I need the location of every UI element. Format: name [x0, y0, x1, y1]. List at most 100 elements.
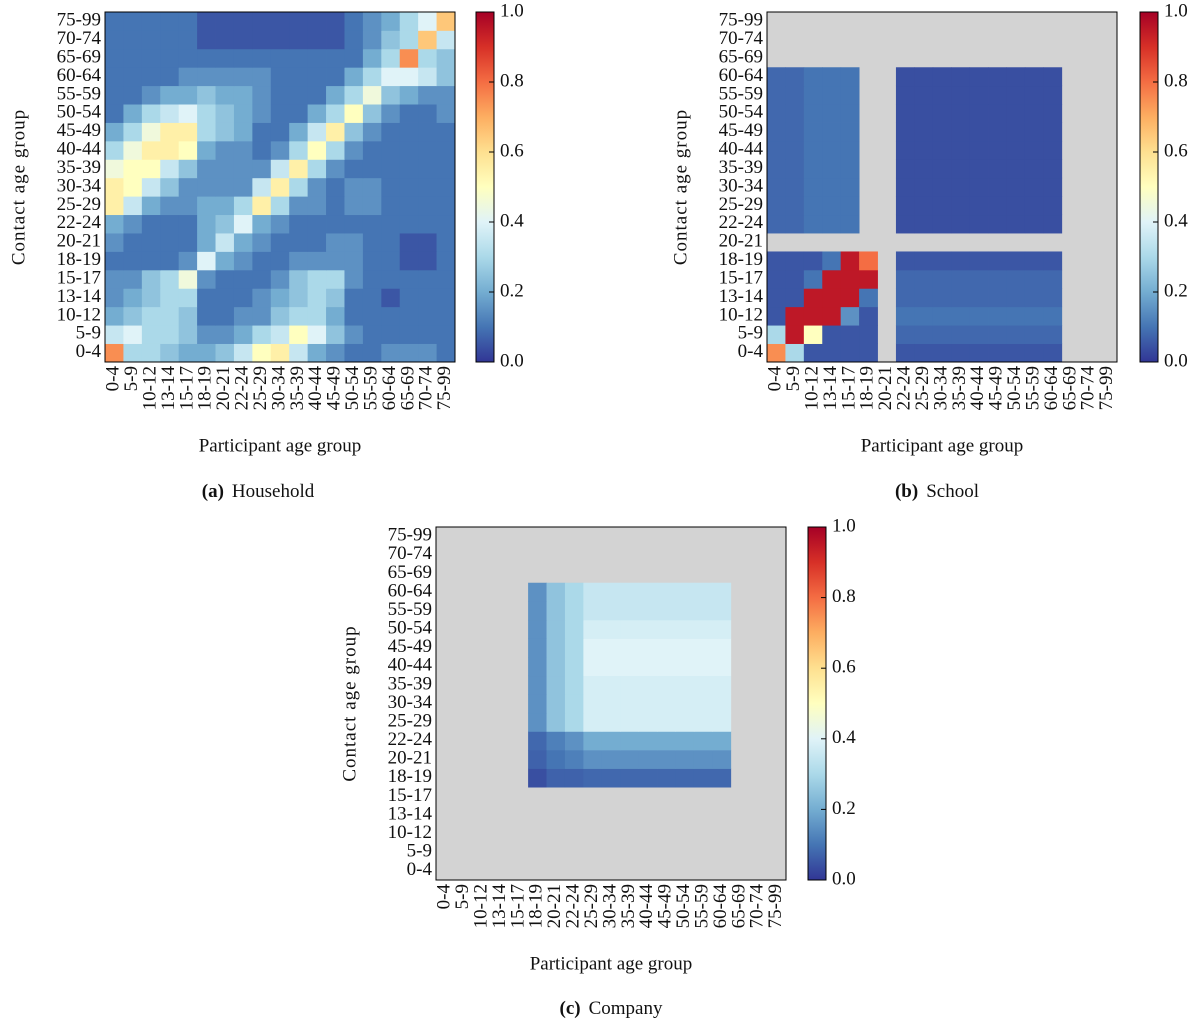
heatmap-cell: [178, 325, 198, 344]
heatmap-cell: [601, 657, 621, 677]
y-tick-label: 13-14: [57, 286, 102, 307]
x-tick-label: 50-54: [342, 366, 363, 411]
heatmap-cell: [178, 30, 198, 50]
colorbar-tick-label: 0.0: [832, 868, 856, 889]
heatmap-cell: [105, 196, 124, 216]
heatmap-cell: [270, 251, 290, 271]
heatmap-cell: [803, 288, 823, 308]
heatmap-cell: [712, 731, 732, 751]
heatmap-cell: [160, 177, 180, 197]
heatmap-cell: [951, 159, 971, 179]
heatmap-cell: [969, 214, 989, 234]
heatmap-cell: [693, 675, 713, 695]
y-tick-label: 0-4: [738, 341, 764, 362]
heatmap-cell: [344, 288, 364, 308]
y-tick-label: 5-9: [76, 323, 101, 344]
heatmap-cell: [712, 657, 732, 677]
heatmap-cell: [914, 85, 934, 105]
x-tick-label: 45-49: [655, 884, 676, 928]
x-axis-label: Participant age group: [861, 435, 1024, 456]
heatmap-cell: [914, 196, 934, 216]
y-tick-label: 55-59: [57, 83, 101, 104]
heatmap-cell: [399, 48, 419, 68]
heatmap-cell: [215, 104, 235, 123]
heatmap-cell: [1024, 159, 1044, 179]
heatmap-cell: [215, 159, 235, 179]
heatmap-cell: [123, 233, 143, 252]
heatmap-cell: [105, 214, 124, 234]
heatmap-cell: [215, 233, 235, 252]
heatmap-cell: [914, 288, 934, 308]
heatmap-cell: [822, 269, 842, 289]
heatmap-cell: [105, 177, 124, 197]
heatmap-cell: [528, 638, 547, 658]
heatmap-cell: [969, 177, 989, 197]
heatmap-cell: [399, 325, 419, 344]
heatmap-cell: [105, 48, 124, 68]
heatmap-cell: [344, 233, 364, 252]
x-tick-label: 5-9: [452, 884, 473, 909]
heatmap-cell: [307, 325, 327, 344]
x-axis-label: Participant age group: [199, 435, 362, 456]
heatmap-cell: [399, 85, 419, 105]
heatmap-cell: [215, 325, 235, 344]
y-tick-label: 25-29: [388, 710, 432, 731]
heatmap-cell: [326, 12, 345, 31]
heatmap-cell: [436, 196, 456, 216]
heatmap-cell: [822, 325, 842, 344]
y-tick-label: 5-9: [407, 840, 432, 861]
heatmap-cell: [564, 694, 584, 714]
heatmap-cell: [859, 269, 878, 289]
heatmap-cell: [326, 306, 345, 326]
caption-text: Company: [589, 998, 663, 1019]
heatmap-cell: [381, 12, 401, 31]
heatmap-cell: [932, 159, 952, 179]
heatmap-cell: [289, 269, 309, 289]
heatmap-cell: [418, 306, 437, 326]
heatmap-cell: [546, 638, 566, 658]
heatmap-cell: [307, 104, 327, 123]
heatmap-cell: [436, 325, 456, 344]
heatmap-cell: [546, 675, 566, 695]
heatmap-cell: [215, 196, 235, 216]
heatmap-cell: [270, 233, 290, 252]
plot-frame: [435, 526, 787, 881]
heatmap-cell: [840, 85, 860, 105]
y-tick-label: 50-54: [388, 618, 433, 639]
heatmap-cell: [344, 306, 364, 326]
heatmap-cell: [767, 251, 786, 271]
heatmap-cell: [785, 288, 805, 308]
x-tick-label: 60-64: [1041, 366, 1062, 411]
heatmap-cell: [233, 30, 253, 50]
heatmap-cell: [160, 214, 180, 234]
heatmap-cell: [178, 104, 198, 123]
caption: (a) Household: [202, 481, 315, 502]
heatmap-cell: [307, 67, 327, 87]
x-tick-label: 35-39: [287, 366, 308, 410]
heatmap-cell: [197, 122, 216, 142]
x-tick-label: 22-24: [563, 884, 584, 929]
heatmap-cell: [601, 731, 621, 751]
heatmap-cell: [657, 657, 676, 677]
heatmap-cell: [1043, 288, 1063, 308]
heatmap-cell: [307, 177, 327, 197]
heatmap-cell: [785, 325, 805, 344]
heatmap-cell: [767, 67, 786, 87]
heatmap-cell: [803, 269, 823, 289]
heatmap-cell: [803, 196, 823, 216]
heatmap-cell: [344, 85, 364, 105]
heatmap-cell: [657, 731, 676, 751]
heatmap-cell: [767, 325, 786, 344]
heatmap-cell: [197, 269, 216, 289]
heatmap-cell: [233, 196, 253, 216]
heatmap-cell: [546, 768, 566, 788]
heatmap-cell: [307, 140, 327, 160]
heatmap-cell: [822, 140, 842, 160]
heatmap-cell: [951, 122, 971, 142]
heatmap-cell: [693, 619, 713, 639]
colorbar-tick-label: 0.2: [832, 798, 856, 819]
heatmap-cell: [932, 269, 952, 289]
heatmap-cell: [564, 619, 584, 639]
caption-label: (c): [560, 998, 581, 1019]
